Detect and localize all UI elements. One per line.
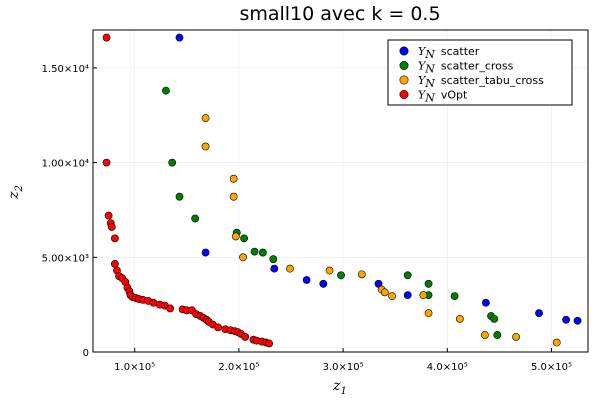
legend-math: Y (418, 60, 427, 73)
point-scatter-cross (162, 86, 170, 95)
x-tick-label: 2.0×10⁵ (218, 362, 259, 373)
point-scatter-cross (168, 158, 177, 167)
x-tick-label: 4.0×10⁵ (427, 362, 468, 373)
point-scatter (562, 315, 571, 324)
point-vOpt (265, 339, 274, 348)
point-vOpt (241, 332, 250, 341)
legend-math: Y (418, 89, 427, 102)
legend-math-sub: N (424, 63, 435, 76)
x-tick-label: 1.0×10⁵ (114, 362, 155, 373)
point-vOpt (104, 211, 113, 220)
point-vOpt (110, 260, 119, 268)
point-scatter-tabu-cross (419, 291, 428, 300)
legend-math-sub: N (424, 92, 435, 105)
point-scatter (535, 309, 543, 318)
y-axis-label: z2 (6, 185, 25, 200)
point-scatter-tabu-cross (229, 192, 238, 201)
point-scatter (403, 291, 412, 300)
point-scatter-cross (403, 271, 412, 280)
legend-series-name: scatter_cross (441, 60, 514, 73)
point-scatter-tabu-cross (201, 142, 210, 151)
point-scatter (270, 264, 279, 273)
legend-marker (399, 46, 409, 56)
point-scatter-tabu-cross (552, 338, 561, 347)
point-scatter-tabu-cross (380, 288, 389, 297)
x-axis-label-main: z (332, 378, 341, 394)
axis-ticks: 1.0×10⁵ 2.0×10⁵ 3.0×10⁵ 4.0×10⁵ 5.0×10⁵ 0 5.00… (42, 64, 572, 373)
chart-title: small10 avec k = 0.5 (239, 3, 440, 25)
point-vOpt (102, 33, 111, 42)
point-scatter (302, 276, 311, 284)
point-vOpt (110, 234, 119, 243)
point-scatter (319, 279, 328, 288)
x-axis-label: z1 (332, 378, 347, 397)
x-tick-label: 5.0×10⁵ (531, 362, 572, 373)
y-axis-label-main: z (6, 191, 22, 200)
x-axis-label-sub: 1 (341, 386, 347, 397)
point-scatter-cross (490, 314, 499, 323)
point-vOpt (166, 304, 175, 313)
point-scatter-tabu-cross (201, 114, 210, 122)
point-scatter-tabu-cross (424, 309, 433, 318)
point-scatter (175, 33, 184, 42)
point-scatter-tabu-cross (286, 264, 294, 273)
point-scatter-cross (240, 234, 249, 243)
legend-math-sub: N (424, 77, 435, 90)
point-scatter (481, 298, 490, 307)
point-scatter-cross (258, 248, 267, 257)
point-scatter-tabu-cross (231, 232, 240, 241)
y-tick-label: 1.00×10⁴ (42, 159, 89, 170)
point-scatter-cross (175, 192, 184, 201)
point-scatter-cross (450, 292, 459, 301)
point-scatter-tabu-cross (229, 174, 238, 183)
legend-math: Y (418, 45, 427, 58)
point-vOpt (107, 223, 116, 231)
data-points (102, 33, 582, 348)
x-tick-label: 3.0×10⁵ (323, 362, 364, 373)
point-scatter-tabu-cross (455, 314, 464, 323)
legend-marker (399, 90, 409, 100)
point-scatter-cross (493, 331, 502, 339)
point-scatter-tabu-cross (512, 332, 520, 341)
legend-math: Y (418, 74, 427, 87)
legend-entry: YN vOpt (418, 89, 468, 105)
point-scatter (201, 248, 210, 257)
legend-marker (399, 75, 409, 85)
point-scatter-tabu-cross (480, 331, 489, 339)
y-tick-label: 1.50×10⁴ (42, 64, 89, 75)
legend-series-name: scatter (441, 45, 480, 58)
y-axis-label-sub: 2 (14, 185, 25, 192)
legend-box (387, 39, 573, 106)
point-scatter (573, 316, 582, 325)
legend-series-name: vOpt (441, 89, 468, 102)
point-scatter-cross (191, 214, 200, 223)
point-scatter-tabu-cross (239, 253, 247, 262)
legend-marker (399, 60, 409, 70)
legend-entry: YN scatter_cross (418, 60, 514, 76)
point-scatter-tabu-cross (388, 292, 396, 301)
point-scatter-cross (424, 279, 433, 288)
point-scatter-cross (250, 247, 259, 256)
y-tick-label: 5.00×10³ (42, 253, 89, 264)
legend-series-name: scatter_tabu_cross (441, 74, 544, 87)
legend-math-sub: N (424, 48, 435, 61)
point-scatter-tabu-cross (357, 270, 366, 279)
point-scatter-cross (337, 271, 345, 280)
point-vOpt (214, 323, 222, 332)
point-scatter-tabu-cross (325, 266, 334, 275)
point-scatter-cross (269, 255, 278, 264)
legend-entry: YN scatter_tabu_cross (418, 74, 544, 90)
legend-entry: YN scatter (418, 45, 480, 61)
point-vOpt (102, 158, 111, 167)
y-tick-label: 0 (83, 348, 89, 359)
plot-frame (92, 29, 589, 353)
